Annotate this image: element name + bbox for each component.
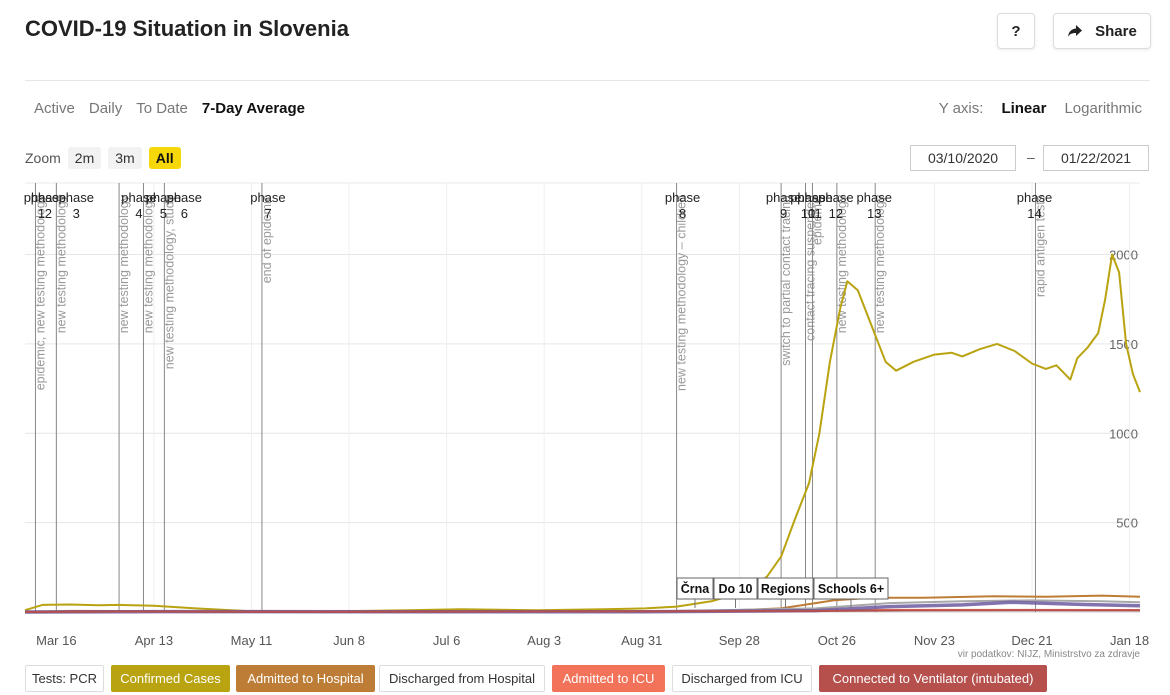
tab-to-date[interactable]: To Date: [136, 100, 188, 117]
date-to-input[interactable]: 01/22/2021: [1043, 145, 1149, 171]
phase-label-number: 7: [264, 206, 271, 221]
event-label: new testing methodology: [141, 194, 155, 333]
phase-label-number: 4: [135, 206, 142, 221]
header-divider: [25, 80, 1150, 81]
phase-label-word: phase: [24, 190, 59, 205]
legend-item-admitted-to-icu[interactable]: Admitted to ICU: [552, 665, 665, 692]
x-tick-label: Nov 23: [914, 633, 955, 648]
tab-active[interactable]: Active: [34, 100, 75, 117]
date-from-input[interactable]: 03/10/2020: [910, 145, 1016, 171]
event-label: epidemic, new testing methodology: [33, 194, 47, 390]
flag-label: Do 10: [718, 582, 752, 596]
x-tick-label: Sep 28: [719, 633, 760, 648]
legend-item-confirmed-cases[interactable]: Confirmed Cases: [111, 665, 230, 692]
event-label: new testing methodology: [54, 194, 68, 333]
x-tick-label: Apr 13: [135, 633, 173, 648]
flag-box: [676, 577, 714, 600]
x-tick-label: Jun 8: [333, 633, 365, 648]
phase-label-number: 2: [45, 206, 52, 221]
legend-item-discharged-from-hospital[interactable]: Discharged from Hospital: [379, 665, 545, 692]
x-tick-label: Aug 31: [621, 633, 662, 648]
flag-box: [757, 577, 814, 600]
legend-item-discharged-from-icu[interactable]: Discharged from ICU: [672, 665, 812, 692]
event-label: switch to partial contact tracing: [779, 195, 793, 366]
phase-label-word: phase: [665, 190, 700, 205]
phase-label-number: 8: [679, 206, 686, 221]
phase-label-number: 3: [73, 206, 80, 221]
x-tick-label: Dec 21: [1011, 633, 1052, 648]
legend-item-tests-pcr[interactable]: Tests: PCR: [25, 665, 104, 692]
share-button[interactable]: Share: [1053, 13, 1151, 49]
event-label: new testing methodology, study: [162, 194, 176, 369]
tab-daily[interactable]: Daily: [88, 100, 123, 117]
event-label: contact tracing suspended: [804, 195, 818, 341]
zoom-2m-button[interactable]: 2m: [67, 147, 102, 169]
flag-label: Regions: [761, 582, 810, 596]
yaxis-control: Y axis: Linear Logarithmic: [938, 100, 1142, 121]
x-tick-label: Jan 18: [1110, 633, 1149, 648]
phase-label-number: 11: [808, 206, 822, 221]
flag-label: Schools 6+: [818, 582, 884, 596]
page-title: COVID-19 Situation in Slovenia: [25, 16, 349, 41]
help-label: ?: [1011, 22, 1021, 40]
phase-label-word: phase: [250, 190, 285, 205]
legend-item-connected-to-ventilator-intubated[interactable]: Connected to Ventilator (intubated): [819, 665, 1047, 692]
phase-label-word: phase: [1017, 190, 1052, 205]
event-label: new testing methodology: [835, 194, 849, 333]
phase-label-word: phase: [121, 190, 156, 205]
yaxis-label: Y axis:: [938, 100, 984, 117]
flag-box: [813, 577, 889, 600]
phase-label-number: 13: [867, 206, 881, 221]
phase-label-word: phase: [857, 190, 892, 205]
y-tick-label: 500: [1116, 516, 1138, 531]
phase-label-word: phase: [146, 190, 181, 205]
event-label: new testing methodology: [117, 194, 131, 333]
event-label: end of epidemic: [260, 195, 274, 283]
flag-box: [713, 577, 758, 600]
phase-label-word: phase: [59, 190, 94, 205]
phase-label-word: phase: [797, 190, 832, 205]
flag-label: Črna: [681, 581, 711, 596]
zoom-control: Zoom 2m 3m All: [25, 147, 181, 169]
share-icon: [1068, 25, 1083, 37]
share-label: Share: [1095, 22, 1137, 40]
chart-area: 500 1000 1500 2000 Mar 16 Apr 13 May 11 Jun 8 Ju…: [24, 182, 1149, 648]
x-tick-label: May 11: [231, 633, 273, 648]
y-tick-label: 2000: [1109, 248, 1138, 263]
source-note: vir podatkov: NIJZ, Ministrstvo za zdrav…: [957, 649, 1140, 660]
phase-label-number: 10: [801, 206, 815, 221]
phase-label-number: 1: [38, 206, 45, 221]
phase-label-word: phase: [31, 190, 66, 205]
phase-label-number: 9: [780, 206, 787, 221]
event-label: rapid antigen tests: [1033, 195, 1047, 297]
x-tick-label: Aug 3: [527, 633, 561, 648]
x-tick-label: Mar 16: [36, 633, 76, 648]
phase-label-number: 14: [1027, 206, 1041, 221]
phase-label-word: phase: [766, 190, 801, 205]
phase-label-word: phase: [790, 190, 825, 205]
phase-label-word: phase: [167, 190, 202, 205]
yaxis-logarithmic-option[interactable]: Logarithmic: [1064, 100, 1142, 117]
event-label: epidemic: [810, 195, 824, 245]
phase-label-number: 6: [181, 206, 188, 221]
x-tick-label: Jul 6: [433, 633, 460, 648]
event-label: new testing methodology: [873, 194, 887, 333]
zoom-3m-button[interactable]: 3m: [108, 147, 142, 169]
phase-label-number: 12: [829, 206, 843, 221]
phase-label-number: 5: [160, 206, 167, 221]
help-button[interactable]: ?: [997, 13, 1035, 49]
event-label: new testing methodology – children: [675, 195, 689, 391]
zoom-label: Zoom: [25, 150, 61, 166]
legend-item-admitted-to-hospital[interactable]: Admitted to Hospital: [236, 665, 375, 692]
y-tick-label: 1500: [1109, 337, 1138, 352]
x-tick-label: Oct 26: [818, 633, 856, 648]
series-line-connected-to-ventilator-intubated: [24, 609, 1141, 613]
date-range-separator: –: [1027, 149, 1035, 165]
y-tick-label: 1000: [1109, 426, 1138, 441]
phase-label-word: phase: [818, 190, 853, 205]
zoom-all-button[interactable]: All: [148, 147, 181, 169]
